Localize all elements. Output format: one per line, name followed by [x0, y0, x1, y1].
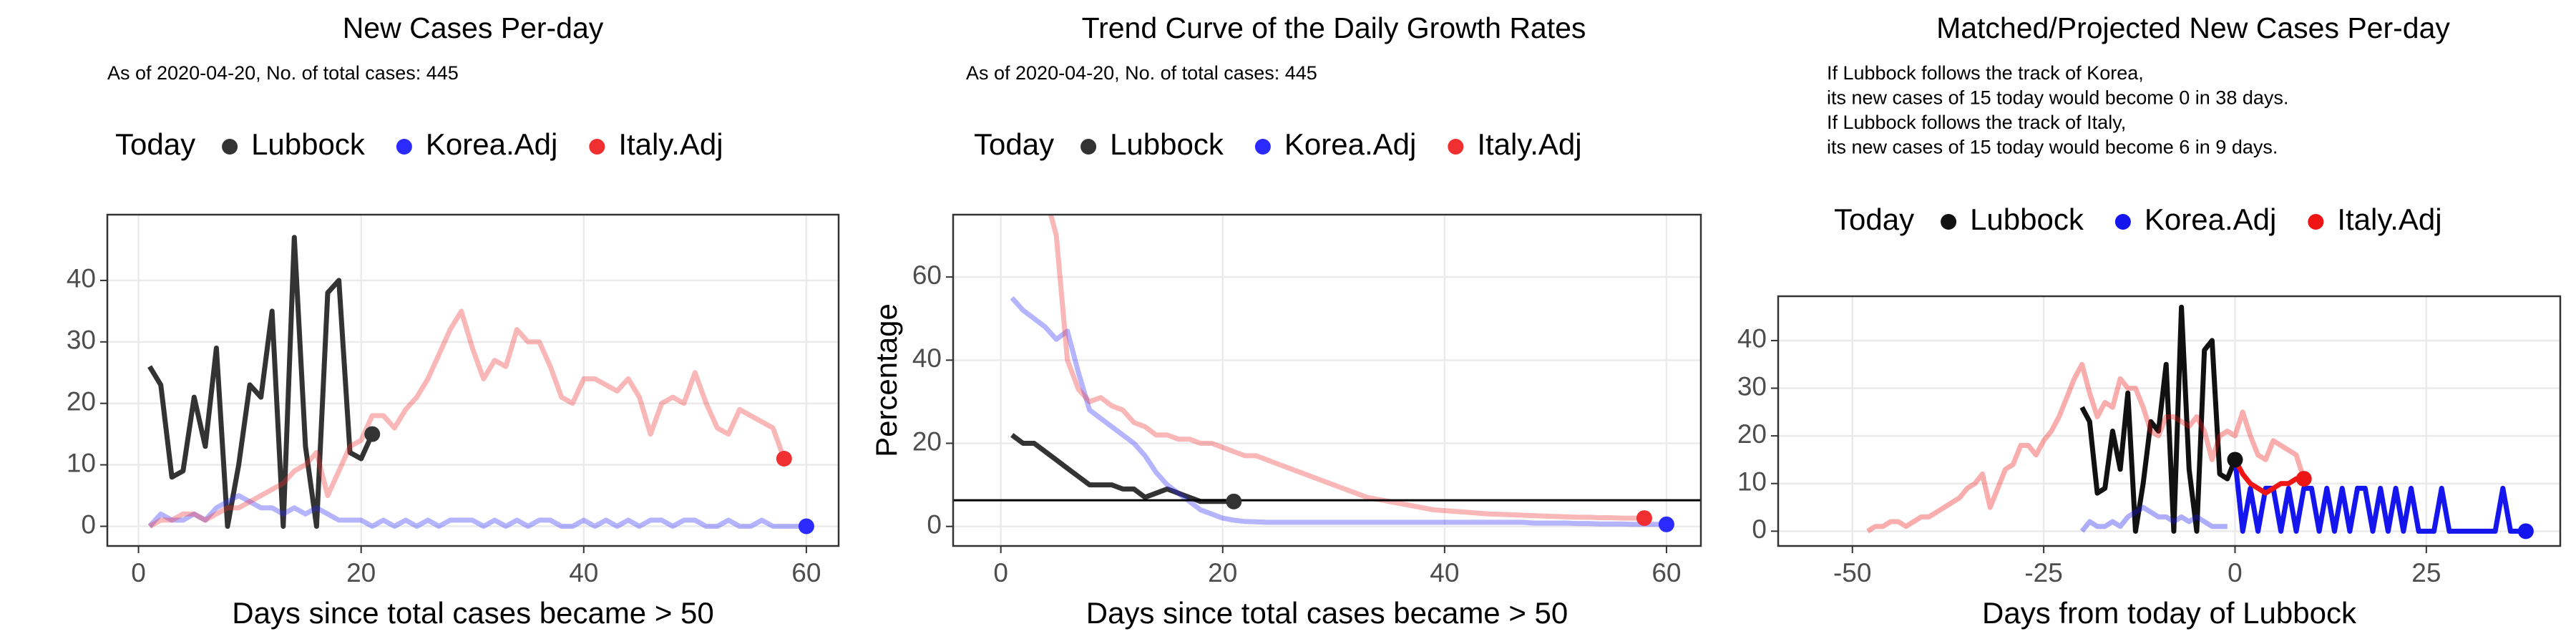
chart-title: Trend Curve of the Daily Growth Rates	[1082, 11, 1586, 44]
x-tick-label: 60	[1652, 558, 1681, 587]
x-tick-label: 0	[993, 558, 1008, 587]
series-line	[148, 308, 787, 529]
series-line	[2079, 504, 2228, 533]
chart-title: New Cases Per-day	[343, 11, 604, 44]
x-tick-label: 40	[1430, 558, 1459, 587]
series-line	[1010, 296, 1667, 527]
legend-label: Italy.Adj	[1477, 127, 1581, 161]
x-tick-label: 0	[2228, 558, 2243, 587]
x-axis-title: Days since total cases became > 50	[1086, 596, 1568, 630]
x-tick-label: -25	[2024, 558, 2062, 587]
plot-background	[953, 215, 1701, 546]
today-point	[798, 518, 814, 535]
legend-label: Lubbock	[1110, 127, 1224, 161]
y-tick-label: 0	[81, 509, 96, 539]
today-point	[776, 451, 792, 467]
plot-border	[106, 213, 840, 547]
legend-title: Today	[974, 127, 1054, 161]
y-tick-label: 30	[1737, 371, 1767, 401]
y-tick-label: 40	[67, 264, 96, 293]
legend-marker	[1448, 139, 1464, 155]
legend-title: Today	[1834, 203, 1914, 236]
x-tick-label: 25	[2411, 558, 2441, 587]
today-point	[2296, 471, 2312, 487]
projection-line	[2233, 459, 2526, 534]
series-line	[147, 235, 375, 529]
legend-marker	[1254, 139, 1271, 155]
subtitle: As of 2020-04-20, No. of total cases: 44…	[107, 62, 459, 84]
plot-background	[107, 215, 839, 546]
y-tick-label: 10	[1737, 467, 1767, 497]
series-line	[1866, 361, 2307, 534]
x-tick-label: 0	[131, 558, 146, 587]
legend-label: Lubbock	[251, 127, 366, 161]
x-tick-label: -50	[1833, 558, 1871, 587]
today-point	[2227, 452, 2243, 468]
x-tick-label: 20	[346, 558, 376, 587]
today-point	[1636, 510, 1652, 527]
projection-line	[2233, 458, 2304, 496]
subtitle: its new cases of 15 today would become 0…	[1827, 87, 2288, 109]
plot-border	[952, 213, 1702, 547]
y-axis-title: Percentage	[869, 303, 903, 457]
legend-marker	[1080, 139, 1097, 155]
x-tick-label: 20	[1208, 558, 1237, 587]
series-line	[147, 493, 806, 529]
subtitle: If Lubbock follows the track of Italy,	[1827, 112, 2126, 133]
y-tick-label: 20	[1737, 419, 1767, 449]
legend-marker	[2308, 214, 2324, 230]
today-point	[2517, 523, 2534, 540]
y-tick-label: 40	[1737, 324, 1767, 353]
plot-border	[1777, 295, 2562, 547]
today-point	[1658, 516, 1674, 532]
plot-area	[1866, 304, 2534, 540]
today-point	[1226, 493, 1242, 509]
legend-label: Lubbock	[1970, 203, 2084, 236]
y-tick-label: 0	[927, 509, 942, 539]
today-point	[364, 426, 381, 442]
plot-area	[147, 235, 814, 535]
y-tick-label: 20	[67, 386, 96, 416]
legend-label: Italy.Adj	[618, 127, 723, 161]
chart-title: Matched/Projected New Cases Per-day	[1936, 11, 2450, 44]
series-line	[2079, 304, 2238, 534]
legend-label: Italy.Adj	[2337, 203, 2441, 236]
y-tick-label: 0	[1752, 514, 1767, 544]
subtitle: As of 2020-04-20, No. of total cases: 44…	[966, 62, 1317, 84]
subtitle: If Lubbock follows the track of Korea,	[1827, 62, 2144, 84]
plot-area	[953, 215, 1701, 532]
x-tick-label: 60	[791, 558, 821, 587]
legend-marker	[222, 139, 238, 155]
legend-label: Korea.Adj	[2145, 203, 2276, 236]
y-tick-label: 10	[67, 448, 96, 477]
y-tick-label: 20	[912, 426, 942, 456]
legend-label: Korea.Adj	[426, 127, 557, 161]
x-axis-title: Days from today of Lubbock	[1982, 596, 2357, 630]
legend-label: Korea.Adj	[1284, 127, 1416, 161]
legend-marker	[1941, 214, 1957, 230]
y-tick-label: 40	[912, 343, 942, 373]
y-tick-label: 60	[912, 260, 942, 290]
x-axis-title: Days since total cases became > 50	[232, 596, 714, 630]
legend-title: Today	[115, 127, 195, 161]
legend-marker	[396, 139, 412, 155]
x-tick-label: 40	[569, 558, 598, 587]
series-line	[1048, 215, 1644, 521]
subtitle: its new cases of 15 today would become 6…	[1827, 137, 2278, 158]
legend-marker	[589, 139, 605, 155]
legend-marker	[2114, 214, 2131, 230]
y-tick-label: 30	[67, 326, 96, 355]
